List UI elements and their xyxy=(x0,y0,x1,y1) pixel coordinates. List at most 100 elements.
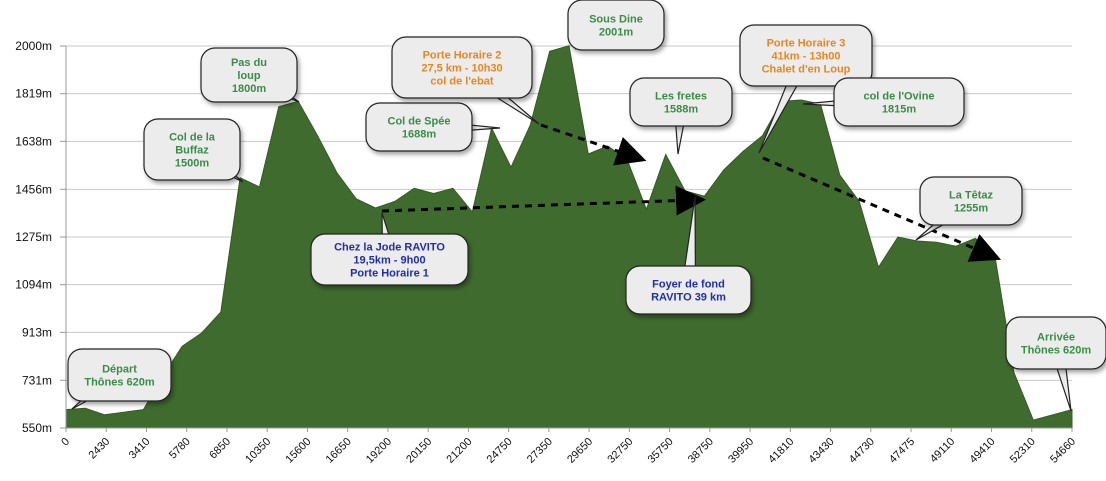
dashed-route-arrow xyxy=(540,123,647,166)
callout-line: Chez la Jode RAVITO xyxy=(334,242,445,254)
x-tick-label: 2430 xyxy=(87,436,113,462)
callout: Pas du loup 1800m xyxy=(200,47,300,103)
x-tick-label: 27350 xyxy=(525,436,555,466)
callout-bubble-inner xyxy=(203,50,295,100)
callout-line: 1815m xyxy=(882,104,916,116)
callout: Col de Spée 1688m xyxy=(365,102,501,152)
y-tick-label: 913m xyxy=(22,325,52,339)
x-tick-label: 43430 xyxy=(807,436,837,466)
callout-bubble-inner xyxy=(836,80,962,124)
callout-line: col de l'ebat xyxy=(430,76,493,88)
x-tick-label: 15600 xyxy=(283,436,313,466)
callout-line: Sous Dine xyxy=(589,14,643,26)
callout-line: 27,5 km - 10h30 xyxy=(421,63,502,75)
callout-label: Chez la Jode RAVITO 19,5km - 9h00 Porte Ho… xyxy=(334,242,445,280)
callout-line: 19,5km - 9h00 xyxy=(353,255,425,267)
callout: Porte Horaire 3 41km - 13h00 Chalet d'en L… xyxy=(739,24,873,154)
elevation-area xyxy=(65,45,1073,429)
callout: Sous Dine 2001m xyxy=(567,0,665,51)
callout-line: Porte Horaire 2 xyxy=(423,50,502,62)
y-tick-label: 1275m xyxy=(15,230,52,244)
x-tick-label: 49110 xyxy=(928,436,958,466)
callout-bubble-inner xyxy=(394,39,530,96)
callout: Arrivée Thônes 620m xyxy=(1005,316,1106,412)
y-tick-label: 550m xyxy=(22,421,52,435)
callout-line: Foyer de fond xyxy=(652,279,725,291)
callout-label: Départ Thônes 620m xyxy=(84,364,155,389)
x-tick-label: 0 xyxy=(59,436,72,449)
callout-line: 1255m xyxy=(954,203,988,215)
x-tick-label: 24750 xyxy=(485,436,515,466)
x-tick-label: 29650 xyxy=(565,436,595,466)
callout-label: Les fretes 1588m xyxy=(655,91,707,116)
callout-line: Porte Horaire 3 xyxy=(767,38,846,50)
callout: La Têtaz 1255m xyxy=(915,176,1023,241)
x-tick-label: 3410 xyxy=(127,436,153,462)
callout-label: col de l'Ovine 1815m xyxy=(863,91,934,116)
callout-label: Arrivée Thônes 620m xyxy=(1021,332,1092,357)
callout-bubble-inner xyxy=(628,268,749,312)
y-tick-label: 1456m xyxy=(15,182,52,196)
x-tick-label: 6850 xyxy=(207,436,233,462)
callout-line: 2001m xyxy=(599,27,633,39)
callout-bubble-inner xyxy=(1008,319,1104,367)
callout-bubble-inner xyxy=(70,351,169,399)
callout-line: La Têtaz xyxy=(949,190,994,202)
callout-line: Thônes 620m xyxy=(84,377,155,389)
callout-line: 41km - 13h00 xyxy=(771,51,840,63)
dashed-arrows xyxy=(381,123,1002,262)
x-tick-label: 10350 xyxy=(243,436,273,466)
callout-label: Foyer de fond RAVITO 39 km xyxy=(651,279,726,304)
x-tick-label: 38750 xyxy=(686,436,716,466)
callout-label: Col de Spée 1688m xyxy=(388,116,451,141)
callout-bubble-inner xyxy=(632,80,730,124)
callout-bubble-inner xyxy=(368,105,470,149)
callout-label: Porte Horaire 3 41km - 13h00 Chalet d'en L… xyxy=(762,38,851,76)
x-tick-label: 19200 xyxy=(364,436,394,466)
x-tick-label: 35750 xyxy=(646,436,676,466)
x-tick-label: 5780 xyxy=(167,436,193,462)
callout-label: Col de la Buffaz 1500m xyxy=(169,132,216,170)
y-axis: 2000m 1819m 1638m 1456m 1275m 1094m 913m 731m 55… xyxy=(15,39,67,435)
callout: Porte Horaire 2 27,5 km - 10h30 col de l'e… xyxy=(391,36,540,125)
callout: col de l'Ovine 1815m xyxy=(802,77,965,127)
callout-bubble-inner xyxy=(313,236,466,283)
x-tick-label: 21200 xyxy=(444,436,474,466)
x-tick-label: 54660 xyxy=(1048,436,1078,466)
callout-line: Arrivée xyxy=(1037,332,1075,344)
callout-label: Sous Dine 2001m xyxy=(589,14,643,39)
callout-line: loup xyxy=(237,70,260,82)
callout-line: Thônes 620m xyxy=(1021,345,1092,357)
x-tick-label: 44730 xyxy=(847,436,877,466)
elevation-area-fill xyxy=(65,45,1073,429)
callout-line: 1688m xyxy=(402,129,436,141)
x-tick-label: 49410 xyxy=(968,436,998,466)
x-tick-label: 16650 xyxy=(324,436,354,466)
callout: Les fretes 1588m xyxy=(629,77,733,155)
callout-line: Porte Horaire 1 xyxy=(350,268,429,280)
x-tick-label: 52310 xyxy=(1008,436,1038,466)
callout-bubble-inner xyxy=(742,27,870,84)
y-tick-label: 2000m xyxy=(15,39,52,53)
y-tick-label: 1094m xyxy=(15,278,52,292)
callout-line: Buffaz xyxy=(175,145,209,157)
y-tick-label: 1819m xyxy=(15,87,52,101)
callout-label: La Têtaz 1255m xyxy=(949,190,994,215)
callout-bubble-inner xyxy=(922,179,1020,223)
callout: Foyer de fond RAVITO 39 km xyxy=(625,196,752,315)
callout-line: Pas du xyxy=(231,57,267,69)
callout-bubble-inner xyxy=(146,121,238,178)
callout-line: Départ xyxy=(102,364,137,376)
callout-line: Chalet d'en Loup xyxy=(762,64,851,76)
callout-line: Col de la xyxy=(169,132,216,144)
y-tick-label: 1638m xyxy=(15,134,52,148)
callout: Chez la Jode RAVITO 19,5km - 9h00 Porte Ho… xyxy=(310,212,469,286)
callout-label: Pas du loup 1800m xyxy=(231,57,267,95)
x-axis: 0 2430 3410 5780 6850 10350 15600 16650 19200 201… xyxy=(59,427,1078,466)
callout-bubble-inner xyxy=(570,2,662,48)
x-tick-label: 47475 xyxy=(887,436,917,466)
dashed-route-arrow xyxy=(762,156,1002,262)
callout-line: 1500m xyxy=(175,158,209,170)
